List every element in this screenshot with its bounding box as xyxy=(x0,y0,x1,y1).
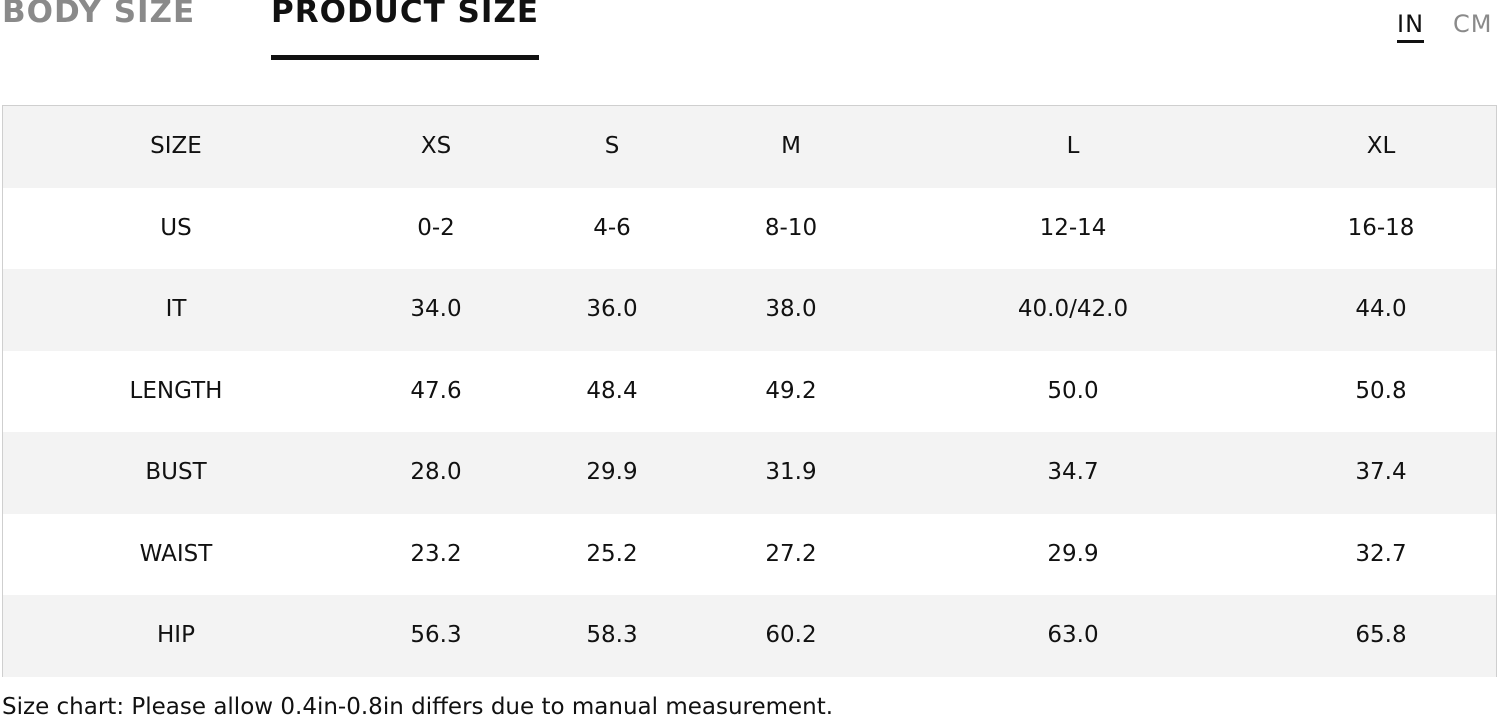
header-cell: XS xyxy=(420,133,452,159)
table-cell: BUST xyxy=(145,459,207,485)
table-cell: 23.2 xyxy=(410,540,462,567)
table-cell: 63.0 xyxy=(1047,622,1099,648)
table-cell: HIP xyxy=(157,622,195,648)
table-cell: 8-10 xyxy=(764,214,818,241)
table-cell: 40.0/42.0 xyxy=(1017,296,1129,322)
table-cell: 4-6 xyxy=(593,214,631,241)
table-cell: 12-14 xyxy=(1039,214,1107,241)
header-cell: S xyxy=(604,133,620,159)
table-cell: 34.7 xyxy=(1047,459,1099,485)
tab[interactable]: PRODUCT SIZE xyxy=(271,0,540,30)
table-cell: 31.9 xyxy=(765,459,817,485)
table-cell: 49.2 xyxy=(765,377,817,404)
table-cell: 27.2 xyxy=(765,540,817,567)
size-table: SIZE XS S M L XL US 0-2 4-6 8-10 12-14 16-18 IT 34.0 3… xyxy=(2,105,1497,677)
table-cell: 25.2 xyxy=(586,540,638,567)
table-cell: LENGTH xyxy=(129,377,223,404)
table-cell: 29.9 xyxy=(586,459,638,485)
table-cell: 65.8 xyxy=(1355,622,1407,648)
unit-toggle[interactable]: IN xyxy=(1397,10,1425,43)
table-cell: 47.6 xyxy=(410,377,462,404)
header-cell: L xyxy=(1066,133,1080,159)
table-cell: 50.0 xyxy=(1047,377,1099,404)
active-tab-indicator xyxy=(271,55,539,60)
unit-toggle[interactable]: CM xyxy=(1453,10,1493,38)
table-cell: 38.0 xyxy=(765,296,817,322)
header-cell: M xyxy=(781,133,801,159)
table-cell: 56.3 xyxy=(410,622,462,648)
note: Size chart: Please allow 0.4in-0.8in dif… xyxy=(2,694,834,720)
header-row: SIZE XS S M L XL xyxy=(3,106,1496,188)
table-cell: 50.8 xyxy=(1355,377,1407,404)
header-cell: XL xyxy=(1366,133,1396,159)
table-cell: 16-18 xyxy=(1347,214,1415,241)
table-cell: US xyxy=(160,214,192,241)
table-cell: 60.2 xyxy=(765,622,817,648)
table-cell: 29.9 xyxy=(1047,540,1099,567)
table-row: BUST 28.0 29.9 31.9 34.7 37.4 xyxy=(3,432,1496,514)
table-row: IT 34.0 36.0 38.0 40.0/42.0 44.0 xyxy=(3,269,1496,351)
table-cell: WAIST xyxy=(139,540,213,567)
table-row: HIP 56.3 58.3 60.2 63.0 65.8 xyxy=(3,595,1496,677)
table-cell: 28.0 xyxy=(410,459,462,485)
table-cell: 58.3 xyxy=(586,622,638,648)
table-cell: 34.0 xyxy=(410,296,462,322)
table-row: WAIST 23.2 25.2 27.2 29.9 32.7 xyxy=(3,514,1496,596)
table-cell: 37.4 xyxy=(1355,459,1407,485)
table-cell: 0-2 xyxy=(417,214,455,241)
table-cell: 32.7 xyxy=(1355,540,1407,567)
table-row: LENGTH 47.6 48.4 49.2 50.0 50.8 xyxy=(3,351,1496,433)
header-cell: SIZE xyxy=(150,133,202,159)
table-row: US 0-2 4-6 8-10 12-14 16-18 xyxy=(3,188,1496,270)
table-cell: IT xyxy=(165,296,187,322)
table-cell: 36.0 xyxy=(586,296,638,322)
tab[interactable]: BODY SIZE xyxy=(2,0,196,30)
table-cell: 44.0 xyxy=(1355,296,1407,322)
table-cell: 48.4 xyxy=(586,377,638,404)
